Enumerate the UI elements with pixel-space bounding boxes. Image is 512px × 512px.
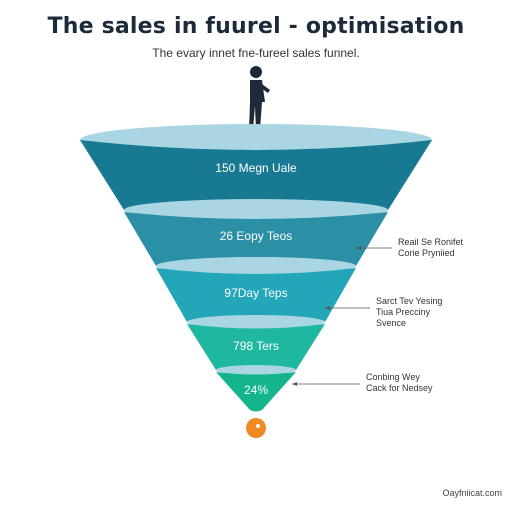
footer-credit: Oayfniicat.com bbox=[442, 488, 502, 498]
stage-label-1: 150 Megn Uale bbox=[215, 161, 297, 175]
callout-1: Reail Se Ronifet Corie Pryniied bbox=[398, 237, 463, 259]
callout-2: Sarct Tev Yesing Tiua Precciny Svence bbox=[376, 296, 442, 329]
stage-label-5: 24% bbox=[244, 383, 268, 397]
callout-2-line2: Tiua Precciny bbox=[376, 307, 431, 317]
callout-3-line1: Conbing Wey bbox=[366, 372, 420, 382]
page-title: The sales in fuurel - optimisation bbox=[47, 14, 465, 39]
stage-label-3: 97Day Teps bbox=[224, 286, 287, 300]
funnel-stage-1 bbox=[80, 140, 432, 219]
dot-highlight bbox=[256, 424, 260, 428]
funnel-stage-5 bbox=[216, 372, 296, 412]
callout-2-line3: Svence bbox=[376, 318, 407, 328]
page-subtitle: The evary innet fne-fureel sales funnel. bbox=[152, 46, 360, 60]
stage-divider-4 bbox=[216, 365, 296, 375]
callout-3: Conbing Wey Cack for Nedsey bbox=[366, 372, 433, 394]
funnel-output-dot bbox=[246, 418, 266, 438]
stage-divider-1 bbox=[124, 199, 388, 221]
stage-label-4: 798 Ters bbox=[233, 339, 279, 353]
funnel-stage-4 bbox=[187, 324, 325, 374]
stage-label-2: 26 Eopy Teos bbox=[220, 229, 293, 243]
funnel-stage-2 bbox=[124, 212, 388, 273]
stage-divider-2 bbox=[156, 257, 356, 275]
callout-3-line2: Cack for Nedsey bbox=[366, 383, 433, 393]
callout-arrow-3 bbox=[292, 382, 297, 386]
stage-divider-3 bbox=[187, 315, 325, 329]
callout-arrow-2 bbox=[325, 306, 330, 310]
funnel-stage-3 bbox=[156, 268, 356, 328]
callout-arrow-1 bbox=[356, 246, 361, 250]
callout-1-line1: Reail Se Ronifet bbox=[398, 237, 464, 247]
callout-2-line1: Sarct Tev Yesing bbox=[376, 296, 443, 306]
callout-1-line2: Corie Pryniied bbox=[398, 248, 455, 258]
person-icon bbox=[249, 66, 270, 130]
